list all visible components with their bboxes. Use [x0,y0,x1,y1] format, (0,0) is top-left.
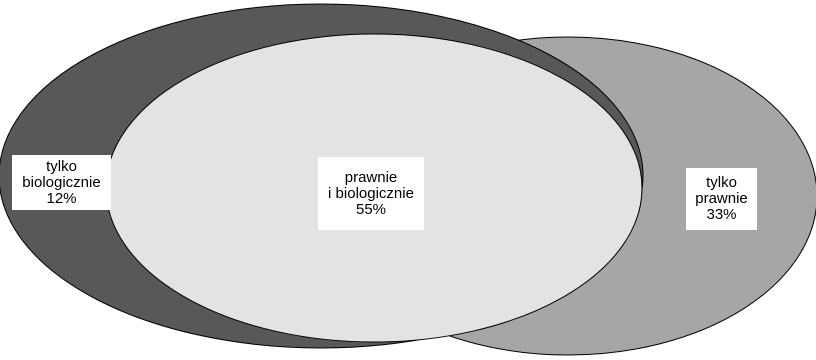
only-legal-line1: tylko [706,174,737,191]
only-legal-percent: 33% [706,206,737,223]
overlap-line2: i biologicznie [328,184,414,202]
overlap-line1: prawnie [344,168,398,186]
only-biological-line2: biologicznie [22,173,101,191]
only-biological-percent: 12% [46,189,77,207]
only-biological-label: tylko biologicznie 12% [12,155,111,210]
only-legal-label: tylko prawnie 33% [686,168,757,230]
overlap-percent: 55% [355,200,387,218]
only-biological-line1: tylko [46,157,77,175]
overlap-label: prawnie i biologicznie 55% [318,157,424,230]
only-legal-line2: prawnie [695,190,748,207]
